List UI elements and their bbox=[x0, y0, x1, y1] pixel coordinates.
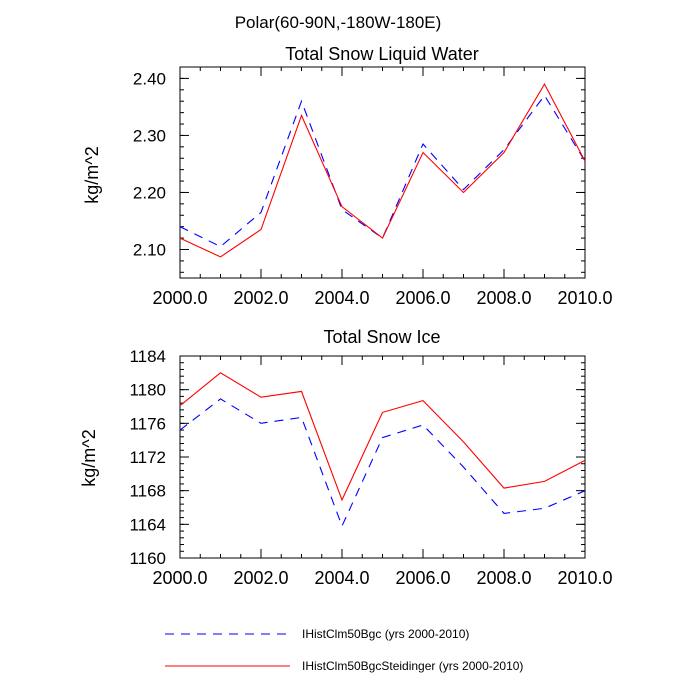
x-tick-label: 2008.0 bbox=[476, 288, 531, 308]
x-tick-label: 2004.0 bbox=[314, 568, 369, 588]
y-tick-label: 1184 bbox=[129, 347, 166, 366]
y-tick-label: 1168 bbox=[129, 482, 166, 501]
legend: IHistClm50Bgc (yrs 2000-2010) IHistClm50… bbox=[165, 627, 523, 673]
plot-frame bbox=[179, 355, 586, 559]
x-tick-label: 2004.0 bbox=[314, 288, 369, 308]
x-tick-label: 2006.0 bbox=[395, 568, 450, 588]
legend-item-1: IHistClm50Bgc (yrs 2000-2010) bbox=[165, 627, 469, 641]
panel-top-ylabel: kg/m^2 bbox=[82, 146, 102, 203]
series-line-2 bbox=[179, 82, 586, 258]
x-tick-label: 2010.0 bbox=[557, 288, 612, 308]
y-tick-label: 1172 bbox=[129, 448, 166, 467]
y-tick-label: 1160 bbox=[129, 549, 166, 568]
x-tick-label: 2010.0 bbox=[557, 568, 612, 588]
x-tick-label: 2000.0 bbox=[152, 568, 207, 588]
panel-top-plot: 2000.0 2002.0 2004.0 2006.0 2008.0 2010.0 2.10… bbox=[133, 66, 613, 308]
x-tick-label: 2008.0 bbox=[476, 568, 531, 588]
panel-bottom-plot: 2000.0 2002.0 2004.0 2006.0 2008.0 2010.0 1160… bbox=[129, 347, 612, 588]
panel-bottom-ylabel: kg/m^2 bbox=[79, 429, 99, 486]
series-line-1 bbox=[179, 94, 586, 248]
x-tick-label: 2002.0 bbox=[233, 288, 288, 308]
y-tick-label: 2.10 bbox=[133, 240, 166, 259]
panel-top: Total Snow Liquid Water 2000.0 2002.0 2004… bbox=[82, 44, 613, 308]
x-tick-label: 2006.0 bbox=[395, 288, 450, 308]
y-tick-label: 2.30 bbox=[133, 126, 166, 145]
legend-label-2: IHistClm50BgcSteidinger (yrs 2000-2010) bbox=[302, 659, 523, 673]
x-tick-label: 2002.0 bbox=[233, 568, 288, 588]
figure-suptitle: Polar(60-90N,-180W-180E) bbox=[235, 13, 442, 32]
panel-top-title: Total Snow Liquid Water bbox=[285, 44, 478, 64]
y-tick-label: 2.20 bbox=[133, 183, 166, 202]
panel-bottom: Total Snow Ice 2000.0 2002.0 2004.0 2006.0 2… bbox=[79, 327, 613, 588]
legend-item-2: IHistClm50BgcSteidinger (yrs 2000-2010) bbox=[165, 659, 523, 673]
x-tick-label: 2000.0 bbox=[152, 288, 207, 308]
y-tick-label: 2.40 bbox=[133, 69, 166, 88]
series-line-1 bbox=[179, 398, 586, 528]
legend-label-1: IHistClm50Bgc (yrs 2000-2010) bbox=[302, 627, 469, 641]
plot-frame bbox=[179, 66, 586, 279]
series-line-2 bbox=[179, 372, 586, 502]
panel-bottom-title: Total Snow Ice bbox=[323, 327, 440, 347]
y-tick-label: 1176 bbox=[129, 414, 166, 433]
y-tick-label: 1164 bbox=[129, 515, 166, 534]
y-tick-label: 1180 bbox=[129, 381, 166, 400]
